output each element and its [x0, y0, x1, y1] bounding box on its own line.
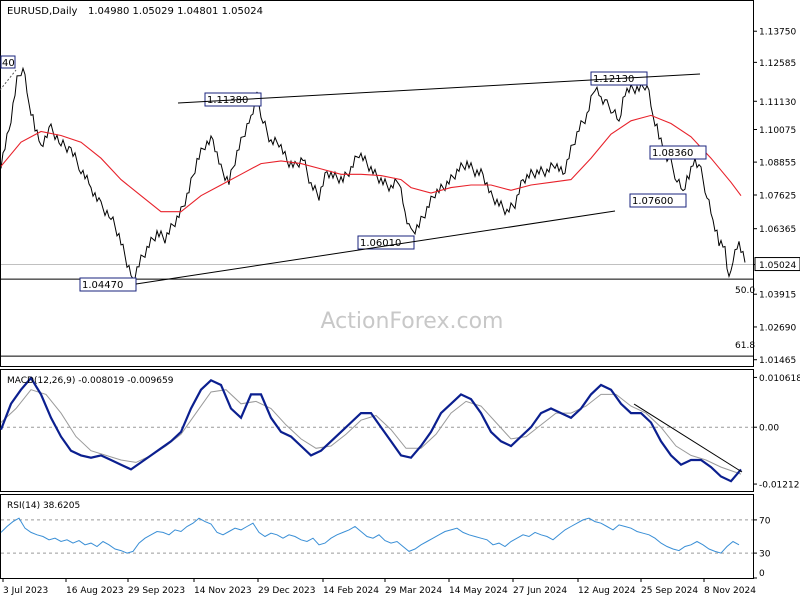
macd-layer: 0.010618 0.00 -0.01212 — [0, 374, 800, 491]
macd-trendline — [633, 403, 743, 473]
macd-line-series — [0, 376, 742, 483]
x-tick-label: 25 Sep 2024 — [641, 586, 698, 596]
rsi-layer: 70 30 0 — [0, 516, 771, 579]
price-tick-label: 1.07625 — [759, 191, 796, 201]
x-tick-label: 14 May 2024 — [449, 586, 508, 596]
dotted-guide — [0, 69, 17, 91]
x-tick-label: 14 Nov 2023 — [194, 586, 252, 596]
annotation-label: 1.04470 — [82, 280, 123, 291]
annotation-support-2: 1.07600 — [629, 193, 687, 208]
fib-50-label: 50.0 — [735, 286, 755, 296]
price-series — [0, 66, 746, 280]
macd-tick-label: 0.00 — [759, 424, 779, 434]
ohlc-readout: 1.04980 1.05029 1.04801 1.05024 — [88, 6, 263, 17]
price-panel-frame — [0, 0, 754, 367]
price-tick-label: 1.12585 — [759, 59, 796, 69]
macd-title: MACD(12,26,9) -0.008019 -0.009659 — [7, 376, 174, 386]
moving-average-series — [0, 114, 742, 213]
rsi-tick-label: 0 — [759, 569, 765, 579]
x-tick-label: 8 Nov 2024 — [704, 586, 756, 596]
x-tick-label: 3 Jul 2023 — [3, 586, 48, 596]
price-tick-label: 1.06365 — [759, 225, 796, 235]
macd-tick-label: -0.01212 — [759, 481, 799, 491]
annotation-label: 1.07600 — [632, 196, 673, 207]
price-tick-label: 1.02690 — [759, 323, 796, 333]
annotation-left-40: 40 — [0, 55, 16, 69]
upper-trendline — [177, 73, 701, 104]
x-tick-label: 27 Jun 2024 — [513, 586, 567, 596]
price-tick-label: 1.10075 — [759, 126, 796, 136]
annotation-label: 1.12130 — [593, 74, 634, 85]
x-axis: 3 Jul 2023 16 Aug 2023 29 Sep 2023 14 Nov 2… — [2, 578, 756, 596]
lower-trendline — [135, 210, 616, 285]
x-tick-label: 12 Aug 2024 — [578, 586, 636, 596]
price-tick-label: 1.01465 — [759, 356, 796, 366]
chart-title: EURUSD,Daily — [7, 6, 78, 17]
annotation-low-2024: 1.06010 — [357, 235, 415, 250]
x-tick-label: 29 Mar 2024 — [385, 586, 442, 596]
current-price-box — [754, 257, 800, 272]
macd-tick-label: 0.010618 — [759, 374, 800, 384]
annotation-label: 40 — [2, 58, 15, 69]
watermark: ActionForex.com — [321, 309, 504, 334]
rsi-tick-label: 30 — [759, 550, 771, 560]
x-tick-label: 16 Aug 2023 — [66, 586, 124, 596]
annotation-label: 1.08360 — [652, 148, 693, 159]
x-tick-label: 29 Sep 2023 — [128, 586, 185, 596]
rsi-title: RSI(14) 38.6205 — [7, 501, 80, 511]
rsi-panel-frame — [0, 494, 754, 579]
macd-panel-frame — [0, 369, 754, 492]
price-layer: 1.13750 1.12585 1.11130 1.10075 1.08855 1.076… — [0, 28, 800, 366]
annotation-label: 1.06010 — [360, 238, 401, 249]
rsi-series — [0, 517, 740, 554]
fib-61-label: 61.8 — [735, 341, 755, 351]
annotation-support-1: 1.08360 — [649, 145, 707, 160]
x-tick-label: 14 Feb 2024 — [323, 586, 379, 596]
rsi-tick-label: 70 — [759, 516, 771, 526]
price-tick-label: 1.05024 — [759, 261, 796, 271]
annotation-low-2023: 1.04470 — [79, 277, 137, 292]
x-tick-label: 29 Dec 2023 — [258, 586, 316, 596]
price-tick-label: 1.13750 — [759, 28, 796, 38]
price-tick-label: 1.08855 — [759, 159, 796, 169]
price-tick-label: 1.11130 — [759, 98, 796, 108]
price-tick-label: 1.03915 — [759, 291, 796, 301]
